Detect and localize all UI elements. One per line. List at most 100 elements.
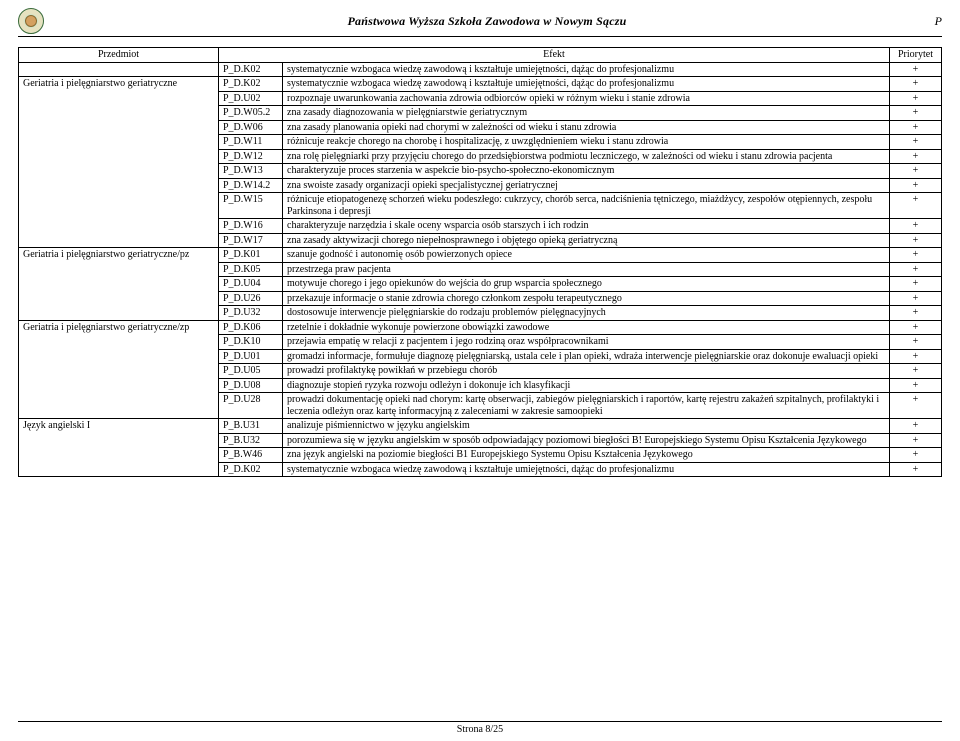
subject-cell: [19, 164, 219, 179]
effect-code: P_D.K06: [219, 320, 283, 335]
effect-description: motywuje chorego i jego opiekunów do wej…: [283, 277, 890, 292]
subject-cell: Geriatria i pielęgniarstwo geriatryczne: [19, 77, 219, 92]
table-row: P_D.U04motywuje chorego i jego opiekunów…: [19, 277, 942, 292]
table-row: P_D.U28prowadzi dokumentację opieki nad …: [19, 393, 942, 419]
effect-description: dostosowuje interwencje pielęgniarskie d…: [283, 306, 890, 321]
table-row: P_D.U02rozpoznaje uwarunkowania zachowan…: [19, 91, 942, 106]
effect-code: P_D.K02: [219, 462, 283, 477]
priority-cell: +: [890, 433, 942, 448]
effect-code: P_D.U05: [219, 364, 283, 379]
table-row: Geriatria i pielęgniarstwo geriatryczne/…: [19, 248, 942, 263]
effect-code: P_D.W06: [219, 120, 283, 135]
effect-description: zna zasady diagnozowania w pielęgniarstw…: [283, 106, 890, 121]
effect-code: P_D.W11: [219, 135, 283, 150]
subject-cell: [19, 91, 219, 106]
effect-code: P_D.K02: [219, 62, 283, 77]
subject-cell: [19, 120, 219, 135]
subject-cell: Geriatria i pielęgniarstwo geriatryczne/…: [19, 320, 219, 335]
priority-cell: +: [890, 77, 942, 92]
priority-cell: +: [890, 193, 942, 219]
table-row: P_D.K02systematycznie wzbogaca wiedzę za…: [19, 62, 942, 77]
page-header: Państwowa Wyższa Szkoła Zawodowa w Nowym…: [18, 8, 942, 37]
col-effect: Efekt: [219, 48, 890, 63]
effect-code: P_D.K05: [219, 262, 283, 277]
effect-code: P_D.U02: [219, 91, 283, 106]
subject-cell: [19, 433, 219, 448]
priority-cell: +: [890, 364, 942, 379]
effect-description: charakteryzuje proces starzenia w aspekc…: [283, 164, 890, 179]
table-row: Język angielski IP_B.U31analizuje piśmie…: [19, 419, 942, 434]
table-row: P_D.U26przekazuje informacje o stanie zd…: [19, 291, 942, 306]
effect-code: P_D.W05.2: [219, 106, 283, 121]
priority-cell: +: [890, 448, 942, 463]
effect-description: rozpoznaje uwarunkowania zachowania zdro…: [283, 91, 890, 106]
effect-description: przestrzega praw pacjenta: [283, 262, 890, 277]
subject-cell: [19, 378, 219, 393]
institution-name: Państwowa Wyższa Szkoła Zawodowa w Nowym…: [52, 14, 922, 29]
effect-description: przejawia empatię w relacji z pacjentem …: [283, 335, 890, 350]
table-row: Geriatria i pielęgniarstwo geriatryczne/…: [19, 320, 942, 335]
effect-code: P_D.W13: [219, 164, 283, 179]
effect-description: systematycznie wzbogaca wiedzę zawodową …: [283, 462, 890, 477]
priority-cell: +: [890, 462, 942, 477]
effect-description: systematycznie wzbogaca wiedzę zawodową …: [283, 77, 890, 92]
table-row: Geriatria i pielęgniarstwo geriatryczneP…: [19, 77, 942, 92]
effect-description: diagnozuje stopień ryzyka rozwoju odleży…: [283, 378, 890, 393]
subject-cell: [19, 335, 219, 350]
subject-cell: [19, 349, 219, 364]
table-row: P_D.K02systematycznie wzbogaca wiedzę za…: [19, 462, 942, 477]
subject-cell: [19, 135, 219, 150]
subject-cell: [19, 219, 219, 234]
table-row: P_B.U32porozumiewa się w języku angielsk…: [19, 433, 942, 448]
effect-description: prowadzi dokumentację opieki nad chorym:…: [283, 393, 890, 419]
table-row: P_D.W17zna zasady aktywizacji chorego ni…: [19, 233, 942, 248]
subject-cell: [19, 393, 219, 419]
effect-code: P_D.W12: [219, 149, 283, 164]
priority-cell: +: [890, 233, 942, 248]
effect-description: prowadzi profilaktykę powikłań w przebie…: [283, 364, 890, 379]
table-row: P_D.W15różnicuje etiopatogenezę schorzeń…: [19, 193, 942, 219]
effect-description: systematycznie wzbogaca wiedzę zawodową …: [283, 62, 890, 77]
effect-code: P_D.W15: [219, 193, 283, 219]
effect-code: P_D.W17: [219, 233, 283, 248]
subject-cell: [19, 277, 219, 292]
effect-code: P_D.U26: [219, 291, 283, 306]
priority-cell: +: [890, 219, 942, 234]
effect-description: zna zasady planowania opieki nad chorymi…: [283, 120, 890, 135]
priority-cell: +: [890, 91, 942, 106]
subject-cell: Geriatria i pielęgniarstwo geriatryczne/…: [19, 248, 219, 263]
effect-code: P_D.W16: [219, 219, 283, 234]
effect-code: P_D.U04: [219, 277, 283, 292]
effect-code: P_D.K01: [219, 248, 283, 263]
subject-cell: [19, 106, 219, 121]
table-row: P_D.K05przestrzega praw pacjenta+: [19, 262, 942, 277]
header-right-mark: P: [922, 14, 942, 29]
col-priority: Priorytet: [890, 48, 942, 63]
table-row: P_D.W05.2zna zasady diagnozowania w piel…: [19, 106, 942, 121]
priority-cell: +: [890, 335, 942, 350]
effect-description: zna swoiste zasady organizacji opieki sp…: [283, 178, 890, 193]
effect-code: P_B.W46: [219, 448, 283, 463]
effect-description: gromadzi informacje, formułuje diagnozę …: [283, 349, 890, 364]
priority-cell: +: [890, 262, 942, 277]
table-row: P_B.W46zna język angielski na poziomie b…: [19, 448, 942, 463]
priority-cell: +: [890, 349, 942, 364]
subject-cell: [19, 291, 219, 306]
effect-code: P_D.W14.2: [219, 178, 283, 193]
col-subject: Przedmiot: [19, 48, 219, 63]
effect-description: różnicuje etiopatogenezę schorzeń wieku …: [283, 193, 890, 219]
table-row: P_D.U32dostosowuje interwencje pielęgnia…: [19, 306, 942, 321]
subject-cell: Język angielski I: [19, 419, 219, 434]
priority-cell: +: [890, 393, 942, 419]
table-row: P_D.U01gromadzi informacje, formułuje di…: [19, 349, 942, 364]
subject-cell: [19, 149, 219, 164]
subject-cell: [19, 233, 219, 248]
effect-code: P_D.U01: [219, 349, 283, 364]
priority-cell: +: [890, 291, 942, 306]
page-footer: Strona 8/25: [0, 721, 960, 735]
effect-description: różnicuje reakcje chorego na chorobę i h…: [283, 135, 890, 150]
effect-code: P_D.K02: [219, 77, 283, 92]
institution-logo-icon: [18, 8, 44, 34]
subject-cell: [19, 306, 219, 321]
effect-code: P_B.U31: [219, 419, 283, 434]
